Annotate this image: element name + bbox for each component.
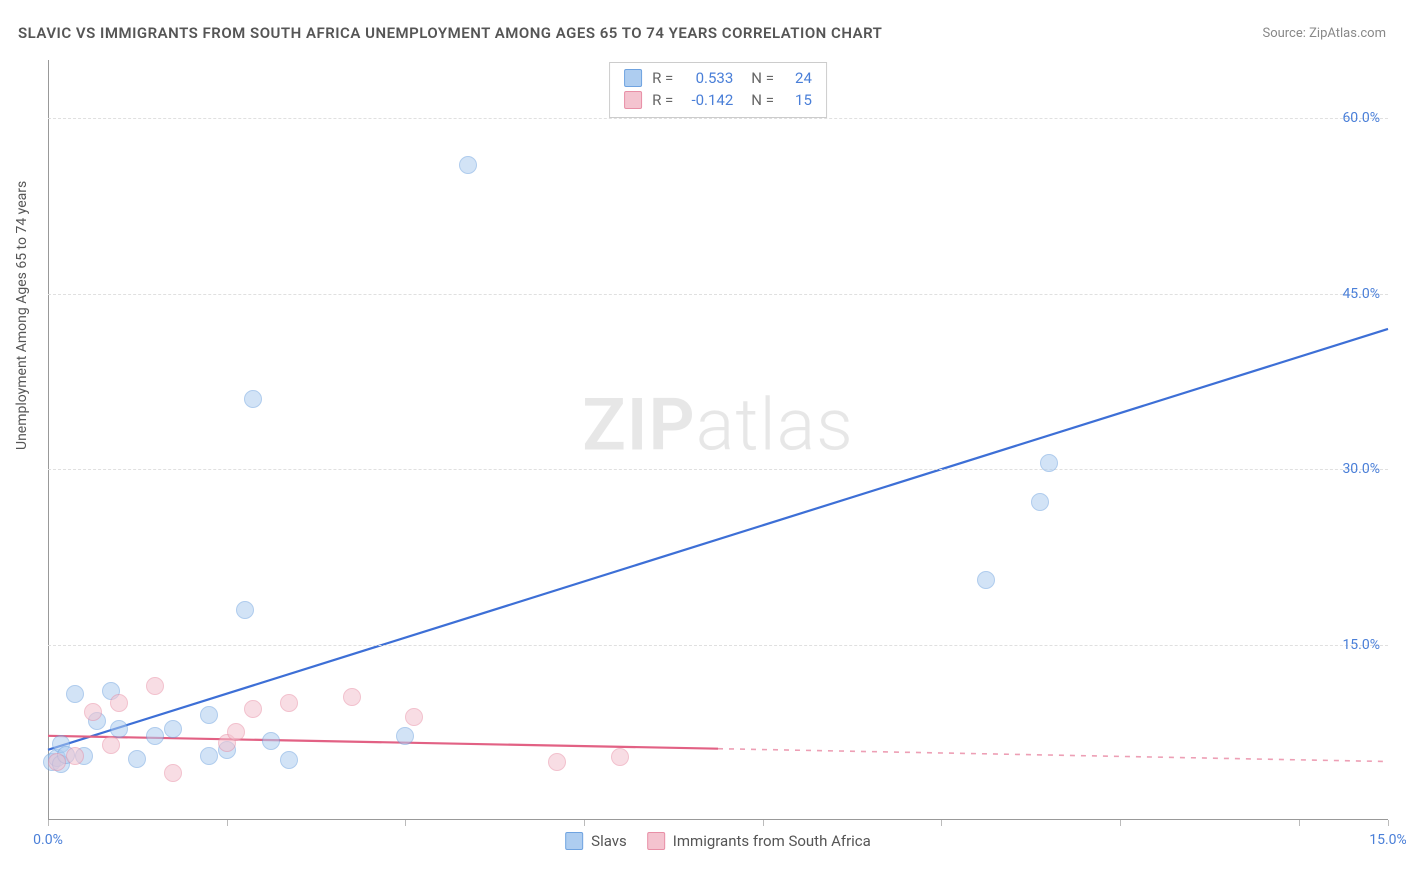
data-point bbox=[48, 753, 66, 771]
x-tick-label: 0.0% bbox=[33, 832, 63, 848]
data-point bbox=[548, 753, 566, 771]
data-point bbox=[280, 694, 298, 712]
gridline bbox=[48, 469, 1388, 470]
data-point bbox=[164, 764, 182, 782]
y-axis-label: Unemployment Among Ages 65 to 74 years bbox=[14, 181, 30, 450]
x-tick bbox=[941, 820, 942, 826]
n-label: N = bbox=[751, 89, 774, 111]
series-swatch bbox=[624, 69, 642, 87]
data-point bbox=[84, 703, 102, 721]
stats-box: R = 0.533 N = 24 R = -0.142 N = 15 bbox=[609, 62, 827, 118]
x-tick-label: 15.0% bbox=[1369, 832, 1406, 848]
watermark: ZIPatlas bbox=[582, 382, 854, 467]
data-point bbox=[146, 727, 164, 745]
data-point bbox=[611, 748, 629, 766]
data-point bbox=[1031, 493, 1049, 511]
data-point bbox=[280, 751, 298, 769]
y-tick-label: 60.0% bbox=[1342, 110, 1380, 126]
x-tick bbox=[48, 820, 49, 826]
data-point bbox=[1040, 454, 1058, 472]
data-point bbox=[244, 700, 262, 718]
chart-title: SLAVIC VS IMMIGRANTS FROM SOUTH AFRICA U… bbox=[18, 24, 882, 42]
legend-label: Slavs bbox=[591, 832, 627, 850]
data-point bbox=[66, 685, 84, 703]
data-point bbox=[236, 601, 254, 619]
data-point bbox=[405, 708, 423, 726]
data-point bbox=[200, 706, 218, 724]
data-point bbox=[66, 747, 84, 765]
stats-row: R = -0.142 N = 15 bbox=[624, 89, 812, 111]
data-point bbox=[110, 694, 128, 712]
y-tick-label: 30.0% bbox=[1342, 461, 1380, 477]
x-tick bbox=[584, 820, 585, 826]
x-tick bbox=[227, 820, 228, 826]
r-value: 0.533 bbox=[683, 67, 733, 89]
n-value: 15 bbox=[784, 89, 812, 111]
gridline bbox=[48, 645, 1388, 646]
x-tick bbox=[405, 820, 406, 826]
r-value: -0.142 bbox=[683, 89, 733, 111]
legend-item: Slavs bbox=[565, 832, 627, 850]
r-label: R = bbox=[652, 67, 673, 89]
data-point bbox=[128, 750, 146, 768]
data-point bbox=[102, 736, 120, 754]
y-tick-label: 45.0% bbox=[1342, 286, 1380, 302]
legend-label: Immigrants from South Africa bbox=[673, 832, 871, 850]
series-swatch bbox=[624, 91, 642, 109]
x-axis bbox=[48, 819, 1388, 820]
n-label: N = bbox=[751, 67, 774, 89]
data-point bbox=[977, 571, 995, 589]
n-value: 24 bbox=[784, 67, 812, 89]
stats-row: R = 0.533 N = 24 bbox=[624, 67, 812, 89]
legend-swatch bbox=[647, 832, 665, 850]
x-tick bbox=[763, 820, 764, 826]
data-point bbox=[200, 747, 218, 765]
r-label: R = bbox=[652, 89, 673, 111]
gridline bbox=[48, 118, 1388, 119]
data-point bbox=[396, 727, 414, 745]
legend: Slavs Immigrants from South Africa bbox=[565, 832, 871, 850]
legend-item: Immigrants from South Africa bbox=[647, 832, 871, 850]
y-axis bbox=[48, 60, 49, 820]
legend-swatch bbox=[565, 832, 583, 850]
data-point bbox=[343, 688, 361, 706]
data-point bbox=[227, 723, 245, 741]
data-point bbox=[110, 720, 128, 738]
data-point bbox=[146, 677, 164, 695]
y-tick-label: 15.0% bbox=[1342, 637, 1380, 653]
x-tick bbox=[1120, 820, 1121, 826]
chart-source: Source: ZipAtlas.com bbox=[1262, 26, 1386, 41]
data-point bbox=[262, 732, 280, 750]
x-tick bbox=[1388, 820, 1389, 826]
x-tick bbox=[1299, 820, 1300, 826]
gridline bbox=[48, 294, 1388, 295]
data-point bbox=[244, 390, 262, 408]
chart-container: SLAVIC VS IMMIGRANTS FROM SOUTH AFRICA U… bbox=[0, 0, 1406, 892]
data-point bbox=[164, 720, 182, 738]
plot-area: ZIPatlas R =0.533N =24R =-0.142N =15 Sla… bbox=[48, 60, 1388, 820]
data-point bbox=[459, 156, 477, 174]
